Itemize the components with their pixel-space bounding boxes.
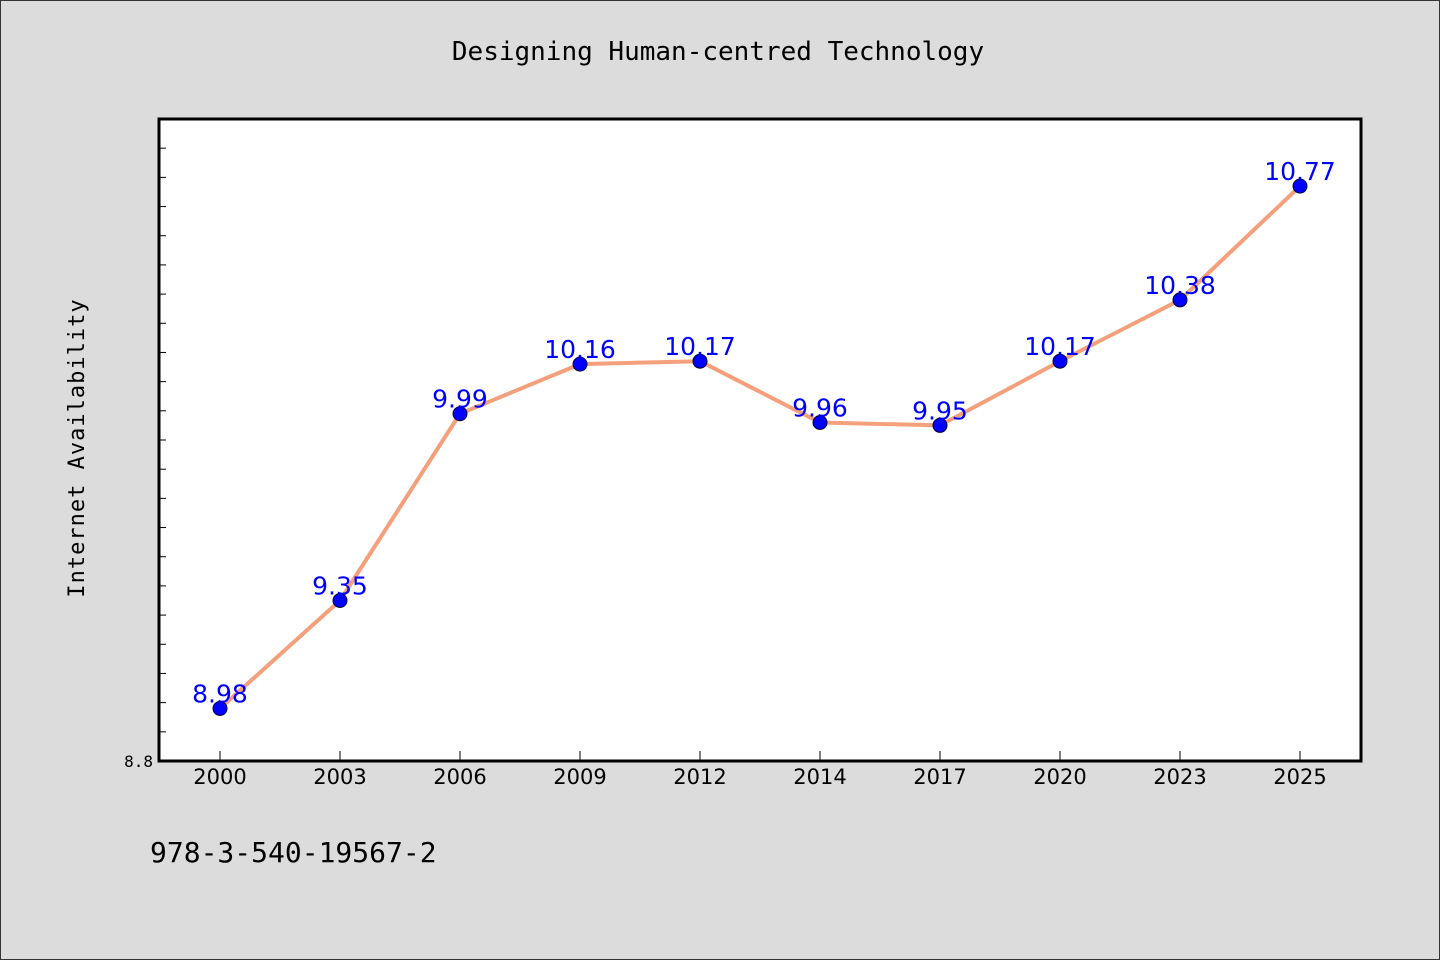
y-axis-label: Internet Availability: [65, 298, 90, 597]
x-axis-ticks: 2000 2003 2006 2009 2012 2014 2017 2020 2023 2025: [193, 751, 1327, 789]
data-point: [932, 417, 948, 433]
data-label: 9.35: [312, 572, 368, 601]
footer-identifier: 978-3-540-19567-2: [150, 836, 437, 869]
x-tick-label: 2009: [553, 765, 606, 789]
data-label: 10.38: [1144, 271, 1216, 300]
data-point: [212, 700, 228, 716]
data-point: [1172, 292, 1188, 308]
chart-title: Designing Human-centred Technology: [452, 37, 984, 67]
series-line: [218, 184, 1302, 711]
x-tick-label: 2025: [1273, 765, 1326, 789]
x-tick-label: 2003: [313, 765, 366, 789]
data-point: [1292, 178, 1308, 194]
y-axis-ticks: 8.8: [124, 118, 171, 771]
y-tick-label: 8.8: [124, 752, 153, 771]
x-tick-label: 2012: [673, 765, 726, 789]
x-tick-label: 2014: [793, 765, 846, 789]
data-point: [692, 353, 708, 369]
x-tick-label: 2020: [1033, 765, 1086, 789]
data-label: 9.96: [792, 393, 848, 422]
data-label: 9.99: [432, 385, 488, 414]
data-point: [332, 593, 348, 608]
data-point: [572, 356, 588, 372]
x-tick-label: 2023: [1153, 765, 1206, 789]
data-label: 10.16: [544, 335, 616, 364]
data-markers: [212, 178, 1308, 716]
x-tick-label: 2006: [433, 765, 486, 789]
data-label: 10.77: [1264, 157, 1336, 186]
x-tick-label: 2017: [913, 765, 966, 789]
data-point: [812, 414, 828, 430]
data-label: 10.17: [664, 332, 736, 361]
data-point: [452, 406, 468, 422]
data-label: 9.95: [912, 396, 968, 425]
data-label: 8.98: [192, 679, 248, 708]
data-label: 10.17: [1024, 332, 1096, 361]
plot-area: [157, 117, 1363, 763]
data-point: [1052, 353, 1068, 369]
data-labels: 8.98 9.35 9.99 10.16 10.17 9.96 9.95 10.17 10.38…: [192, 157, 1336, 708]
x-tick-label: 2000: [193, 765, 246, 789]
series-line-group: [218, 184, 1302, 711]
